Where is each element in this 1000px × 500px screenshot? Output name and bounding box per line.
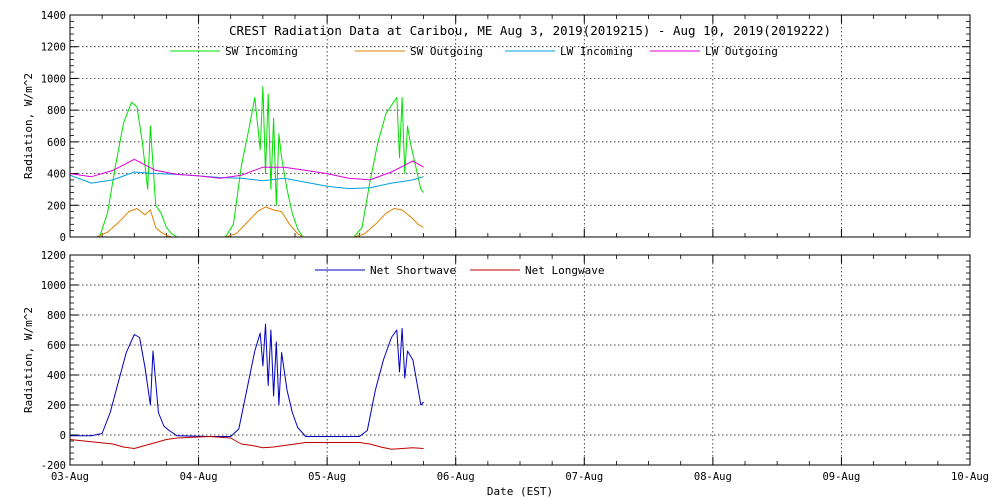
series-line-lw-incoming <box>69 171 424 190</box>
chart-title: CREST Radiation Data at Caribou, ME Aug … <box>229 23 831 38</box>
y-tick-label: 1400 <box>41 10 66 22</box>
legend-label: Net Shortwave <box>370 264 456 277</box>
y-tick-label: 600 <box>47 340 66 352</box>
legend-label: LW Outgoing <box>705 45 778 58</box>
x-tick-label: 10-Aug <box>951 471 989 483</box>
x-tick-label: 09-Aug <box>822 471 860 483</box>
y-tick-label: 1000 <box>41 73 66 85</box>
plot-frame <box>69 254 971 466</box>
y-tick-label: 1200 <box>41 250 66 262</box>
y-tick-label: 400 <box>47 370 66 382</box>
legend-label: SW Incoming <box>225 45 298 58</box>
top-panel: 0 200 400 600 800 1000 1200 1400 Radiation, W/m^… <box>22 10 971 244</box>
y-tick-label: 0 <box>60 430 66 442</box>
y-tick-label: 0 <box>60 232 66 244</box>
y-tick-label: 1200 <box>41 42 66 54</box>
x-tick-label: 04-Aug <box>180 471 218 483</box>
series-line-net-longwave <box>69 436 424 450</box>
y-tick-label: 400 <box>47 169 66 181</box>
series-line-lw-outgoing <box>69 158 424 181</box>
series-line-net-shortwave <box>70 323 424 437</box>
legend-label: SW Outgoing <box>410 45 483 58</box>
y-tick-label: 1000 <box>41 280 66 292</box>
series-line-sw-outgoing <box>70 206 424 238</box>
y-tick-label: 200 <box>47 400 66 412</box>
x-axis-label: Date (EST) <box>487 485 553 498</box>
x-tick-label: 06-Aug <box>437 471 475 483</box>
x-tick-label: 05-Aug <box>308 471 346 483</box>
y-tick-label: 200 <box>47 200 66 212</box>
legend-label: LW Incoming <box>560 45 633 58</box>
plot-frame <box>69 14 971 238</box>
x-tick-label: 07-Aug <box>565 471 603 483</box>
y-axis-label: Radiation, W/m^2 <box>22 307 35 413</box>
y-tick-label: 800 <box>47 105 66 117</box>
x-tick-label: 08-Aug <box>694 471 732 483</box>
series-line-sw-incoming <box>70 85 424 238</box>
bottom-panel: -200 0 200 400 600 800 1000 1200 03-Aug 04-Aug 05-… <box>22 250 989 483</box>
y-tick-label: -200 <box>41 460 66 472</box>
y-tick-label: 600 <box>47 137 66 149</box>
x-tick-label: 03-Aug <box>51 471 89 483</box>
legend-label: Net Longwave <box>525 264 604 277</box>
y-axis-label: Radiation, W/m^2 <box>22 73 35 179</box>
y-tick-label: 800 <box>47 310 66 322</box>
